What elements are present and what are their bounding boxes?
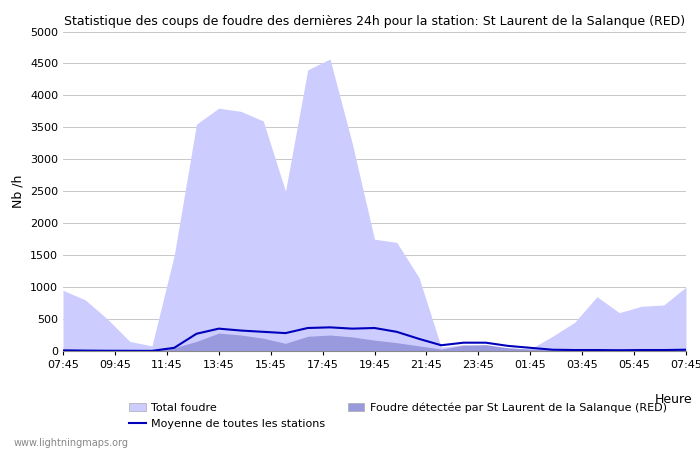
Y-axis label: Nb /h: Nb /h [11,175,25,208]
Legend: Total foudre, Moyenne de toutes les stations, Foudre détectée par St Laurent de : Total foudre, Moyenne de toutes les stat… [125,398,671,433]
Title: Statistique des coups de foudre des dernières 24h pour la station: St Laurent de: Statistique des coups de foudre des dern… [64,14,685,27]
Text: www.lightningmaps.org: www.lightningmaps.org [14,438,129,448]
Text: Heure: Heure [654,392,692,405]
